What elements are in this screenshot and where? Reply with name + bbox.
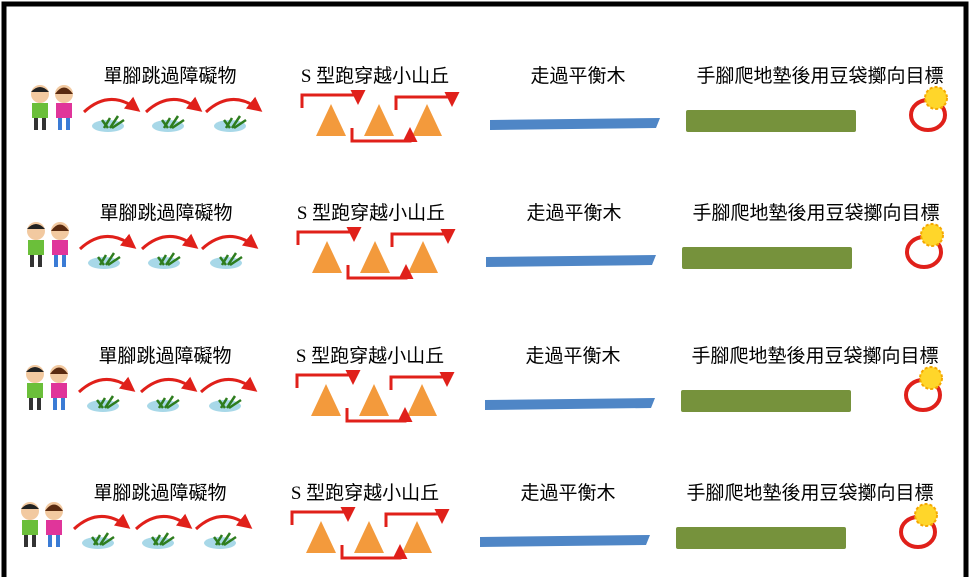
station-label: 單腳跳過障礙物: [93, 482, 226, 504]
station-row: 單腳跳過障礙物 S 型跑穿越小山丘 走過平衡木 手腳爬地墊後用豆袋擲向目標: [26, 345, 942, 421]
station-label: 手腳爬地墊後用豆袋擲向目標: [692, 202, 939, 224]
station-label: 手腳爬地墊後用豆袋擲向目標: [686, 482, 933, 504]
station-label: 單腳跳過障礙物: [98, 345, 231, 367]
station-label: 手腳爬地墊後用豆袋擲向目標: [691, 345, 938, 367]
station-row: 單腳跳過障礙物 S 型跑穿越小山丘 走過平衡木 手腳爬地墊後用豆袋擲向目標: [21, 482, 937, 558]
station-row: 單腳跳過障礙物 S 型跑穿越小山丘 走過平衡木 手腳爬地墊後用豆袋擲向目標: [31, 65, 947, 141]
station-label: 手腳爬地墊後用豆袋擲向目標: [696, 65, 943, 87]
rows: 單腳跳過障礙物 S 型跑穿越小山丘 走過平衡木 手腳爬地墊後用豆袋擲向目標單腳跳過障礙…: [21, 65, 947, 558]
station-label: 單腳跳過障礙物: [103, 65, 236, 87]
station-label: 走過平衡木: [525, 345, 620, 367]
station-label: S 型跑穿越小山丘: [291, 482, 439, 504]
station-icons: [21, 502, 937, 558]
station-icons: [26, 365, 942, 421]
station-icons: [27, 222, 943, 278]
station-icons: [31, 85, 947, 141]
station-label: S 型跑穿越小山丘: [297, 202, 445, 224]
station-label: 走過平衡木: [526, 202, 621, 224]
station-label: S 型跑穿越小山丘: [301, 65, 449, 87]
station-label: 走過平衡木: [520, 482, 615, 504]
station-label: S 型跑穿越小山丘: [296, 345, 444, 367]
station-row: 單腳跳過障礙物 S 型跑穿越小山丘 走過平衡木 手腳爬地墊後用豆袋擲向目標: [27, 202, 943, 278]
station-label: 單腳跳過障礙物: [99, 202, 232, 224]
station-label: 走過平衡木: [530, 65, 625, 87]
